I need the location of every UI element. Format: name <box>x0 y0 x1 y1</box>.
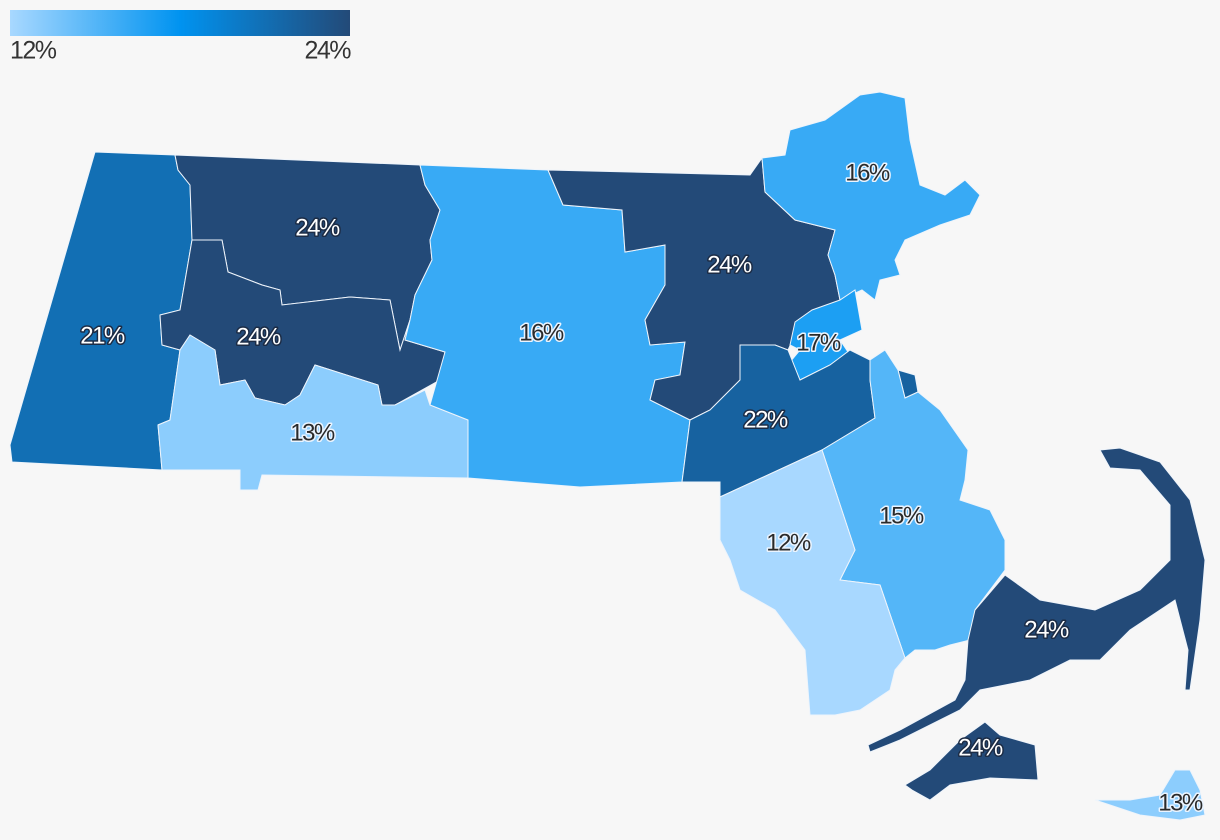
data-label: 15% <box>879 502 924 529</box>
legend-gradient <box>10 10 350 36</box>
county-region <box>157 334 469 491</box>
data-label: 12% <box>766 529 811 556</box>
county-region <box>867 447 1206 753</box>
data-label: 24% <box>295 214 340 241</box>
data-label: 24% <box>1024 616 1069 643</box>
data-label: 17% <box>796 329 841 356</box>
data-label: 16% <box>519 319 564 346</box>
data-label: 24% <box>958 734 1003 761</box>
county-region <box>904 721 1039 801</box>
county-region <box>719 449 906 716</box>
data-label: 24% <box>707 251 752 278</box>
data-label: 16% <box>845 159 890 186</box>
data-label: 21% <box>80 322 125 349</box>
data-label: 24% <box>236 323 281 350</box>
data-label: 13% <box>290 419 335 446</box>
county-region <box>761 91 981 301</box>
legend-label: 12% <box>10 37 57 65</box>
data-label: 13% <box>1158 789 1203 816</box>
county-region <box>1094 769 1206 821</box>
legend-label: 24% <box>304 37 351 65</box>
data-label: 22% <box>743 406 788 433</box>
